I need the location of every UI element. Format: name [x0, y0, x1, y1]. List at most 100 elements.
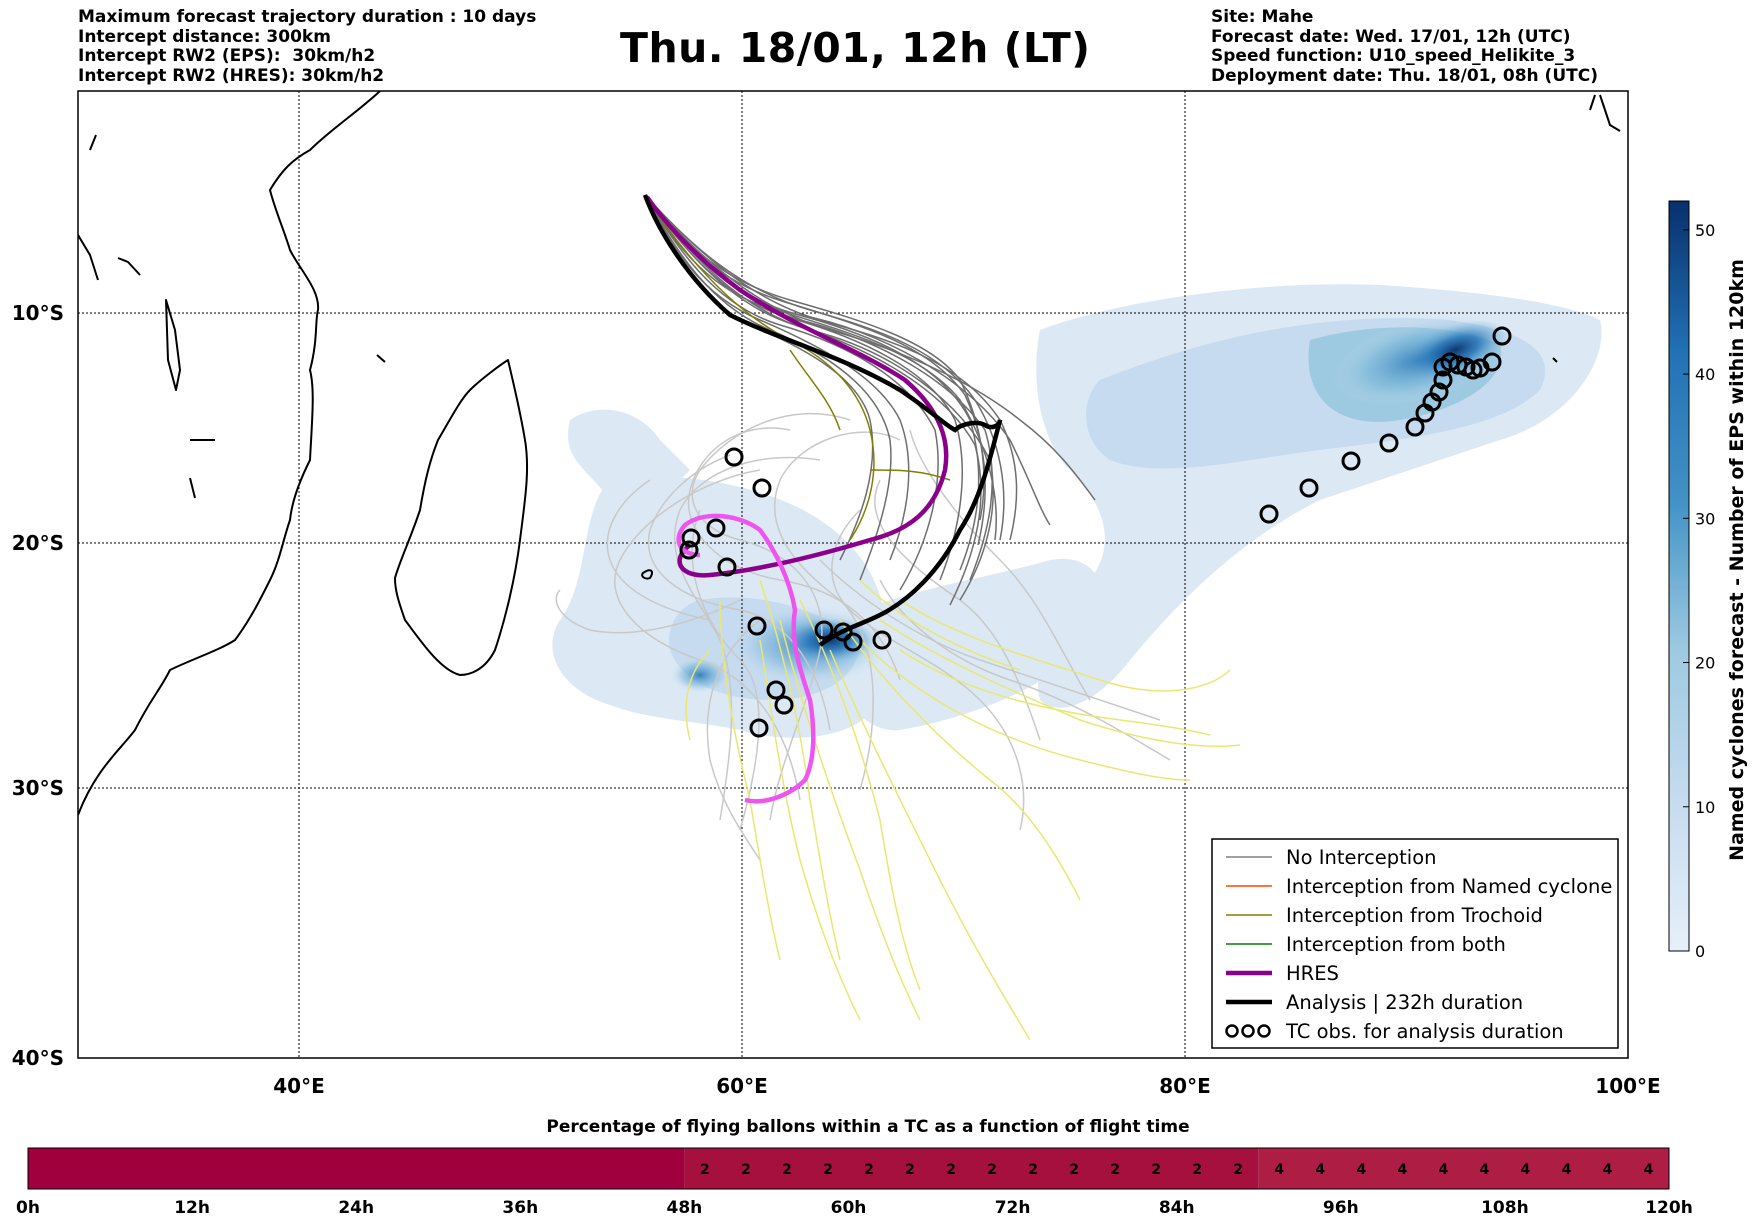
flight-bar-value: 4 [1438, 1162, 1448, 1178]
legend-item-0: No Interception [1226, 846, 1437, 869]
flight-bar-tick-label: 12h [174, 1198, 210, 1218]
legend-label: Interception from Trochoid [1286, 904, 1543, 927]
site-info-text: Site: Mahe Forecast date: Wed. 17/01, 12h… [1211, 7, 1598, 86]
flight-bar-value: 4 [1356, 1162, 1366, 1178]
flight-bar-value: 4 [1603, 1162, 1613, 1178]
left-line-1: Intercept distance: 300km [78, 26, 331, 47]
lat-label-40s: 40°S [12, 1046, 64, 1070]
flight-bar-value: 2 [1028, 1162, 1038, 1178]
legend-item-5: Analysis | 232h duration [1226, 991, 1523, 1014]
flight-bar-value: 2 [1151, 1162, 1161, 1178]
flight-bar-value: 2 [864, 1162, 874, 1178]
flight-bar-value: 4 [1315, 1162, 1325, 1178]
left-line-3: Intercept RW2 (HRES): 30km/h2 [78, 65, 385, 86]
flight-bar-value: 4 [1397, 1162, 1407, 1178]
map-title: Thu. 18/01, 12h (LT) [620, 24, 1091, 72]
map-frame [77, 90, 1629, 1059]
flight-bar-tick-label: 36h [502, 1198, 538, 1218]
longitude-labels: 40°E 60°E 80°E 100°E [273, 1074, 1660, 1098]
legend: No Interception Interception from Named c… [1211, 838, 1619, 1049]
flight-bar-value: 4 [1480, 1162, 1490, 1178]
right-line-2: Speed function: U10_speed_Helikite_3 [1211, 46, 1576, 66]
flight-bar-value: 2 [1110, 1162, 1120, 1178]
legend-label: Interception from both [1286, 933, 1506, 956]
legend-item-1: Interception from Named cyclone [1226, 875, 1612, 898]
colorbar-tick-label: 0 [1695, 942, 1705, 961]
legend-tc-symbol [1241, 1024, 1255, 1038]
tc-obs-symbol-west-track [679, 447, 892, 738]
right-line-3: Deployment date: Thu. 18/01, 08h (UTC) [1211, 65, 1598, 86]
left-line-0: Maximum forecast trajectory duration : 1… [78, 7, 537, 27]
flight-bar-value: 2 [700, 1162, 710, 1178]
right-line-1: Forecast date: Wed. 17/01, 12h (UTC) [1211, 26, 1571, 47]
flight-bar-segment-1 [684, 1148, 1259, 1189]
flight-bar-value: 2 [946, 1162, 956, 1178]
flight-time-bar: Percentage of flying ballons within a TC… [16, 1117, 1693, 1218]
coastlines [78, 91, 1621, 816]
latitude-labels: 10°S 20°S 30°S 40°S [12, 301, 64, 1070]
lon-label-60e: 60°E [716, 1074, 768, 1098]
map-gridlines [78, 91, 1628, 1058]
flight-bar-value: 4 [1562, 1162, 1572, 1178]
legend-label: TC obs. for analysis duration [1285, 1020, 1564, 1043]
flight-bar-tick-label: 0h [16, 1198, 40, 1218]
flight-bar-tick-label: 24h [338, 1198, 374, 1218]
colorbar-tick-label: 30 [1695, 509, 1715, 528]
flight-bar-value: 2 [823, 1162, 833, 1178]
colorbar-tick-label: 40 [1695, 365, 1715, 384]
legend-label: Interception from Named cyclone [1286, 875, 1612, 898]
colorbar-tick-label: 50 [1695, 221, 1715, 240]
legend-tc-symbol [1257, 1024, 1271, 1038]
forecast-settings-text: Maximum forecast trajectory duration : 1… [78, 7, 537, 86]
flight-bar-value: 2 [905, 1162, 915, 1178]
flight-bar-tick-label: 60h [831, 1198, 867, 1218]
legend-item-4: HRES [1226, 962, 1339, 985]
eps-density-shading [552, 284, 1602, 738]
flight-bar-value: 2 [741, 1162, 751, 1178]
lon-label-100e: 100°E [1595, 1074, 1660, 1098]
legend-label: No Interception [1286, 846, 1437, 869]
flight-bar-value: 4 [1644, 1162, 1654, 1178]
lat-label-10s: 10°S [12, 301, 64, 325]
flight-bar-value: 2 [782, 1162, 792, 1178]
colorbar-tick-label: 20 [1695, 654, 1715, 673]
legend-item-6: TC obs. for analysis duration [1225, 1020, 1564, 1043]
map-area: No Interception Interception from Named c… [78, 91, 1628, 1058]
flight-bar-value: 4 [1274, 1162, 1284, 1178]
flight-bar-tick-label: 96h [1323, 1198, 1359, 1218]
flight-bar-value: 4 [1521, 1162, 1531, 1178]
hres-trajectory [645, 195, 949, 578]
flight-bar-tick-label: 48h [667, 1198, 703, 1218]
tc-observation-symbols [679, 326, 1512, 738]
flight-bar-title: Percentage of flying ballons within a TC… [546, 1117, 1189, 1137]
right-line-0: Site: Mahe [1211, 7, 1314, 27]
tc-obs-symbol-east-track [1259, 326, 1512, 524]
flight-bar-segment-0 [28, 1148, 685, 1189]
legend-item-2: Interception from Trochoid [1226, 904, 1543, 927]
lon-label-80e: 80°E [1159, 1074, 1211, 1098]
lon-label-40e: 40°E [273, 1074, 325, 1098]
lat-label-30s: 30°S [12, 776, 64, 800]
flight-bar-tick-label: 120h [1645, 1198, 1693, 1218]
left-line-2: Intercept RW2 (EPS): 30km/h2 [78, 46, 376, 66]
colorbar-gradient [1668, 200, 1690, 952]
lat-label-20s: 20°S [12, 531, 64, 555]
analysis-trajectory [642, 194, 1003, 647]
eps-trajectories-yellow [685, 579, 1241, 1041]
legend-label: HRES [1286, 962, 1339, 985]
legend-label: Analysis | 232h duration [1286, 991, 1523, 1014]
flight-bar-tick-label: 72h [995, 1198, 1031, 1218]
flight-bar-tick-label: 84h [1159, 1198, 1195, 1218]
legend-tc-symbol [1225, 1024, 1239, 1038]
eps-colorbar: 0 10 20 30 40 50 Named cyclones forecast - Nu… [1668, 200, 1748, 961]
flight-bar-value: 2 [1192, 1162, 1202, 1178]
flight-bar-tick-label: 108h [1481, 1198, 1529, 1218]
colorbar-tick-label: 10 [1695, 798, 1715, 817]
flight-bar-value: 2 [987, 1162, 997, 1178]
flight-bar-value: 2 [1233, 1162, 1243, 1178]
colorbar-title: Named cyclones forecast - Number of EPS … [1726, 259, 1748, 861]
legend-item-3: Interception from both [1226, 933, 1506, 956]
hres-pink-trajectory [676, 513, 816, 804]
flight-bar-segment-2 [1258, 1148, 1669, 1189]
